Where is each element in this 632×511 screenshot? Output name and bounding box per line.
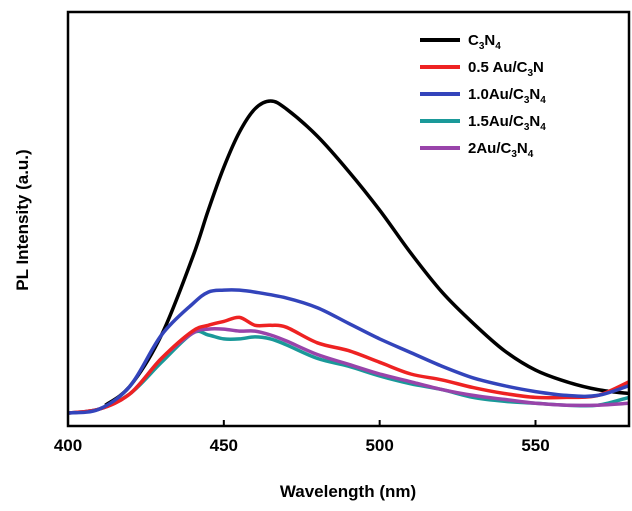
series-line-3: [67, 329, 630, 415]
x-tick-label: 450: [210, 436, 238, 455]
plot-frame: [66, 10, 631, 428]
x-tick-label: 400: [54, 436, 82, 455]
x-tick-label: 500: [365, 436, 393, 455]
legend-label: 1.0Au/C3N4: [468, 86, 546, 106]
legend-label: 2Au/C3N4: [468, 140, 534, 160]
y-axis-title: PL Intensity (a.u.): [13, 149, 32, 290]
legend-label: C3N4: [468, 32, 501, 52]
legend-label: 0.5 Au/C3N: [468, 59, 544, 79]
legend: C3N4 0.5 Au/C3N 1.0Au/C3N4 1.5Au/C3N4 2Au/C3…: [420, 32, 546, 160]
series-layer: [67, 99, 630, 415]
series-line-2: [67, 288, 630, 415]
x-axis: 400 450 500 550: [54, 420, 550, 455]
series-line-1: [67, 315, 630, 415]
series-line-0: [104, 99, 630, 407]
legend-label: 1.5Au/C3N4: [468, 113, 546, 133]
x-tick-label: 550: [521, 436, 549, 455]
x-axis-title: Wavelength (nm): [280, 482, 416, 501]
